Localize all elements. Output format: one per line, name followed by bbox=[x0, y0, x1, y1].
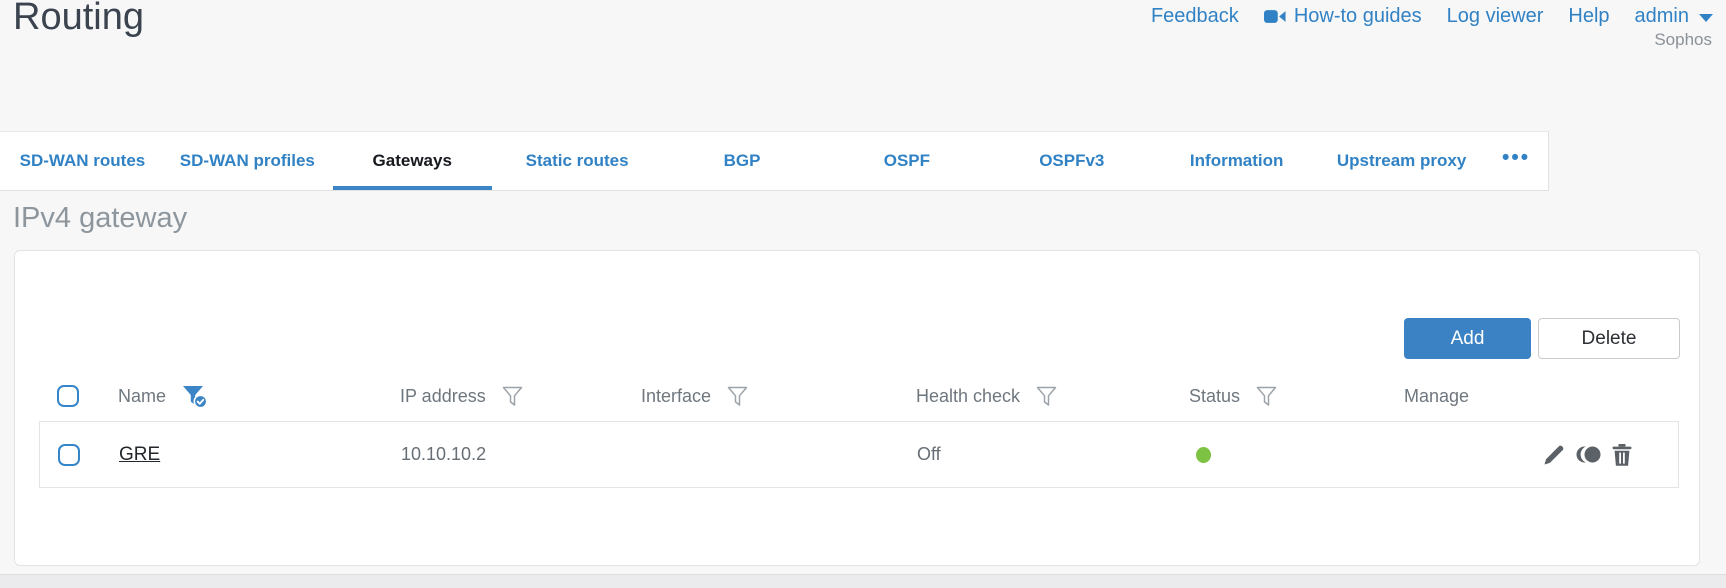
table-header-row: Name IP address Interface Health check bbox=[39, 371, 1679, 421]
interface-filter-icon[interactable] bbox=[727, 386, 748, 407]
health-filter-icon[interactable] bbox=[1036, 386, 1057, 407]
column-header-status[interactable]: Status bbox=[1189, 385, 1241, 406]
chevron-down-icon bbox=[1699, 14, 1713, 22]
tab-ospf[interactable]: OSPF bbox=[883, 151, 931, 170]
top-navigation: Feedback How-to guides Log viewer Help a… bbox=[1151, 5, 1713, 28]
delete-row-icon[interactable] bbox=[1612, 443, 1632, 466]
gateway-health-cell: Off bbox=[917, 444, 941, 464]
column-header-health[interactable]: Health check bbox=[916, 385, 1021, 406]
ip-filter-icon[interactable] bbox=[502, 386, 523, 407]
tab-static-routes[interactable]: Static routes bbox=[525, 151, 629, 170]
status-filter-icon[interactable] bbox=[1256, 386, 1277, 407]
table-toolbar: Add Delete bbox=[1404, 318, 1680, 359]
log-viewer-link[interactable]: Log viewer bbox=[1446, 5, 1544, 27]
clone-icon[interactable] bbox=[1576, 444, 1602, 465]
manage-cell bbox=[1405, 443, 1678, 467]
feedback-link[interactable]: Feedback bbox=[1150, 5, 1239, 27]
gateway-ip-cell: 10.10.10.2 bbox=[401, 444, 487, 464]
user-menu[interactable]: admin bbox=[1635, 5, 1713, 28]
table-row: GRE 10.10.10.2 Off bbox=[39, 421, 1679, 488]
column-header-interface[interactable]: Interface bbox=[641, 385, 712, 406]
column-header-manage: Manage bbox=[1404, 385, 1470, 406]
row-checkbox[interactable] bbox=[58, 443, 80, 466]
edit-icon[interactable] bbox=[1542, 443, 1566, 467]
delete-button[interactable]: Delete bbox=[1538, 318, 1680, 359]
tab-ospfv3[interactable]: OSPFv3 bbox=[1039, 151, 1105, 170]
brand-label: Sophos bbox=[1654, 30, 1712, 49]
section-title: IPv4 gateway bbox=[13, 202, 188, 234]
select-all-checkbox[interactable] bbox=[57, 385, 79, 407]
tab-sd-wan-profiles[interactable]: SD-WAN profiles bbox=[179, 151, 315, 170]
tab-bgp[interactable]: BGP bbox=[723, 151, 761, 170]
more-tabs-icon[interactable]: ••• bbox=[1501, 146, 1531, 169]
tab-gateways[interactable]: Gateways bbox=[330, 132, 495, 190]
howto-guides-link[interactable]: How-to guides bbox=[1263, 5, 1422, 28]
user-name: admin bbox=[1634, 5, 1689, 27]
page-title: Routing bbox=[13, 0, 144, 38]
column-header-ip[interactable]: IP address bbox=[400, 385, 486, 406]
status-dot bbox=[1196, 446, 1211, 463]
gateway-card: Add Delete Name IP address Interface bbox=[14, 250, 1700, 566]
tab-bar: SD-WAN routes SD-WAN profiles Gateways S… bbox=[0, 131, 1549, 191]
video-camera-icon bbox=[1263, 9, 1286, 24]
howto-guides-label: How-to guides bbox=[1293, 5, 1422, 27]
tab-upstream-proxy[interactable]: Upstream proxy bbox=[1336, 151, 1467, 170]
tab-sd-wan-routes[interactable]: SD-WAN routes bbox=[19, 151, 146, 170]
add-button[interactable]: Add bbox=[1404, 318, 1531, 359]
gateway-name-link[interactable]: GRE bbox=[119, 443, 161, 465]
footer-strip bbox=[0, 574, 1726, 588]
tab-information[interactable]: Information bbox=[1189, 151, 1284, 170]
help-link[interactable]: Help bbox=[1568, 5, 1610, 27]
column-header-name[interactable]: Name bbox=[118, 385, 167, 406]
name-filter-active-icon[interactable] bbox=[182, 384, 209, 409]
